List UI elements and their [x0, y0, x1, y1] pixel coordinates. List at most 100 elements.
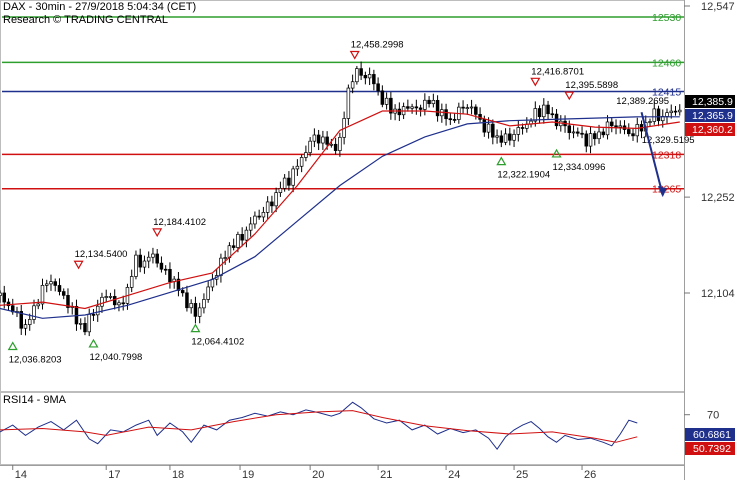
time-tick-label: 21 [380, 469, 392, 480]
candle-body [78, 323, 83, 325]
swing-low-marker [496, 156, 507, 166]
candle-body [151, 253, 155, 258]
candle-body [299, 157, 304, 167]
candle-body [580, 132, 584, 135]
candle-body [176, 278, 181, 291]
candle-body [652, 108, 657, 122]
candle-body [253, 215, 257, 225]
candle-body [117, 302, 121, 306]
chart-credit: Research © TRADING CENTRAL [3, 14, 168, 26]
candle-body [304, 152, 308, 158]
candle-body [104, 296, 108, 298]
price-tag [685, 109, 735, 122]
time-tick-label: 14 [15, 469, 27, 480]
candle-body [571, 131, 576, 134]
candle-body [142, 260, 147, 268]
candle-body [316, 134, 321, 144]
rsi-panel-title: RSI14 - 9MA [3, 394, 66, 406]
swing-high-label: 12,416.8701 [531, 66, 584, 77]
candle-body [593, 133, 597, 140]
rsi-line-2 [0, 410, 638, 443]
candle-body [418, 107, 423, 110]
time-tick-label: 17 [108, 469, 120, 480]
candle-body [129, 276, 134, 288]
candle-body [134, 254, 138, 277]
swing-high-marker [564, 91, 575, 101]
candle-body [0, 292, 2, 296]
rsi-value-tag [685, 428, 735, 441]
candle-body [261, 212, 266, 218]
swing-high-marker [530, 77, 541, 87]
candle-body [380, 90, 385, 105]
candle-body [57, 285, 62, 292]
swing-low-marker [551, 148, 562, 158]
candle-body [410, 106, 414, 109]
candle-body [665, 112, 669, 117]
candle-body [554, 113, 559, 127]
candle-body [236, 234, 240, 248]
moving-average-line-1 [0, 116, 680, 319]
candle-body [491, 123, 495, 138]
candle-body [346, 87, 351, 119]
candle-body [66, 295, 70, 308]
candle-body [414, 106, 419, 109]
candle-body [614, 125, 618, 128]
swing-low-marker [88, 338, 99, 348]
candle-body [333, 143, 338, 151]
candle-body [444, 109, 448, 120]
candle-body [185, 292, 189, 309]
candle-body [503, 133, 508, 143]
candle-body [257, 215, 261, 218]
candle-body [372, 74, 376, 85]
candle-body [23, 324, 28, 329]
candle-body [673, 110, 678, 113]
swing-low-marker [7, 341, 18, 351]
candle-body [605, 121, 610, 136]
candle-body [91, 314, 96, 316]
candle-body [431, 99, 436, 105]
rsi-value-tag-label: 50.7392 [693, 443, 731, 455]
rsi-value-tag-label: 60.6861 [693, 429, 731, 441]
candle-body [452, 119, 457, 121]
main-panel-frame [0, 0, 685, 392]
candle-body [2, 292, 6, 303]
candle-body [287, 177, 291, 186]
candle-body [435, 99, 440, 117]
time-tick-label: 18 [172, 469, 184, 480]
rsi-line-1 [0, 401, 638, 451]
candle-body [6, 301, 11, 307]
candle-body [19, 311, 23, 329]
candle-body [516, 127, 521, 135]
candle-body [44, 283, 49, 286]
candle-body [601, 131, 606, 136]
candle-body [155, 253, 159, 264]
rsi-panel-frame [0, 392, 685, 465]
price-tick-label: 12,547 [701, 1, 735, 13]
price-tag-label: 12,385.9 [692, 96, 733, 108]
price-level-label: 12,389.2695 [616, 96, 669, 107]
candle-body [406, 106, 410, 109]
candle-body [248, 223, 253, 231]
candle-body [168, 268, 172, 283]
price-tag-label: 12,365.9 [692, 110, 733, 122]
candle-body [474, 106, 478, 115]
candle-body [100, 296, 104, 307]
candle-body [384, 97, 389, 105]
candle-body [469, 106, 474, 109]
candle-body [180, 290, 185, 294]
candle-body [32, 305, 36, 320]
candle-body [295, 165, 300, 170]
candle-body [206, 286, 210, 300]
time-tick-label: 25 [516, 469, 528, 480]
candle-body [627, 129, 631, 135]
candle-body [576, 131, 580, 134]
candle-body [448, 118, 453, 121]
candle-body [83, 323, 87, 333]
candle-body [520, 127, 525, 129]
price-tag [685, 123, 735, 136]
swing-low-label: 12,036.8203 [9, 355, 62, 366]
swing-high-label: 12,395.5898 [565, 80, 618, 91]
level-label-12318: 12318 [652, 149, 681, 161]
candle-body [219, 257, 223, 276]
candle-body [138, 254, 142, 268]
